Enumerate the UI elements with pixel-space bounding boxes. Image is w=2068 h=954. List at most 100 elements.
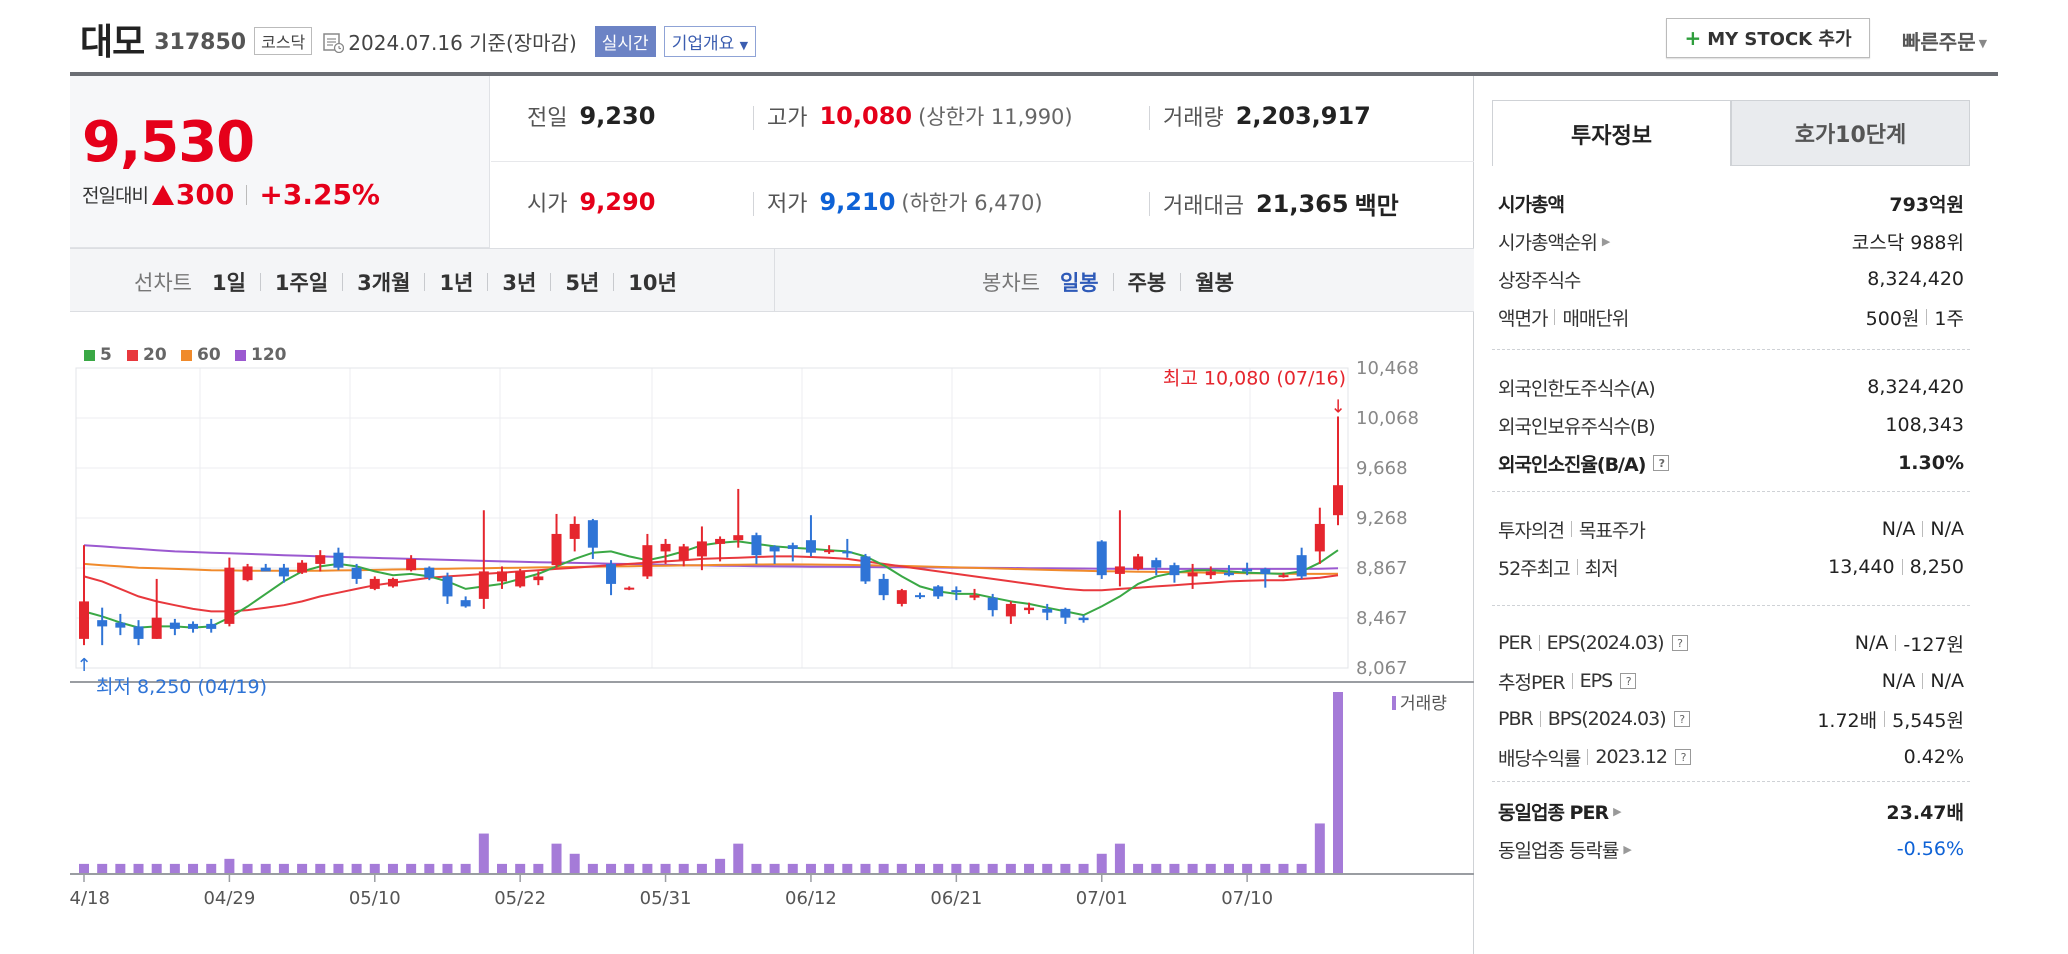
volume-bar <box>478 833 489 874</box>
info-row: 외국인한도주식수(A) 8,324,420 <box>1498 368 1964 406</box>
industry-per-link[interactable]: 동일업종 PER ▶ <box>1498 798 1622 825</box>
caret-right-icon: ▶ <box>1613 804 1622 818</box>
candle-body <box>569 523 580 539</box>
volume-bar <box>278 863 289 874</box>
y-tick-label: 10,068 <box>1356 408 1419 429</box>
volume-bar <box>387 863 398 874</box>
ma5-line <box>83 540 1339 629</box>
lower-limit: (하한가 6,470) <box>901 191 1043 215</box>
opinion-section: 투자의견 목표주가 N/A N/A 52주최고 최저 13,440 8,250 <box>1492 492 1970 606</box>
candle-body <box>442 576 453 597</box>
help-icon[interactable]: ? <box>1673 711 1690 727</box>
industry-change-value: -0.56% <box>1896 838 1964 860</box>
company-overview-button[interactable]: 기업개요 ▼ <box>663 25 757 57</box>
est-per-value: N/A <box>1881 670 1916 692</box>
y-tick-label: 8,467 <box>1356 608 1408 629</box>
volume-bar <box>969 863 980 874</box>
open-price: 시가 9,290 <box>527 186 655 218</box>
period-option-5[interactable]: 5년 <box>565 271 600 295</box>
realtime-button[interactable]: 실시간 <box>594 25 656 57</box>
valuation-section: PER EPS(2024.03)? N/A -127원 추정PER EPS? N/A N… <box>1492 606 1970 782</box>
candle-body <box>1005 603 1016 617</box>
candle-body <box>896 590 907 604</box>
period-option-2[interactable]: 3개월 <box>357 271 411 295</box>
candle-body <box>660 543 671 552</box>
divider <box>259 273 261 291</box>
volume-bar <box>696 863 707 874</box>
stock-header: 대모 317850 코스닥 2024.07.16 기준(장마감) 실시간 기업개… <box>80 14 757 64</box>
candle-option-0[interactable]: 일봉 <box>1059 271 1099 295</box>
volume-legend-label: 거래량 <box>1400 694 1447 714</box>
est-per-label: 추정PER <box>1498 671 1566 694</box>
candle-body <box>551 533 562 566</box>
volume-bar <box>224 858 235 874</box>
candle-body <box>133 626 144 639</box>
candle-body <box>987 597 998 611</box>
divider <box>1587 749 1589 765</box>
period-option-6[interactable]: 10년 <box>628 271 677 295</box>
candle-body <box>715 538 726 544</box>
legend-swatch-120 <box>235 350 246 361</box>
divider <box>1112 273 1114 291</box>
volume-bar <box>333 863 344 874</box>
period-option-3[interactable]: 1년 <box>439 271 474 295</box>
candle-body <box>351 567 362 579</box>
help-icon[interactable]: ? <box>1671 635 1688 651</box>
dividend-label: 배당수익률 <box>1498 747 1581 770</box>
divider <box>246 184 248 205</box>
info-row: 배당수익률 2023.12? 0.42% <box>1498 738 1964 776</box>
week52-high-value: 13,440 <box>1828 556 1895 578</box>
volume-bar <box>1114 843 1125 874</box>
est-eps-value: N/A <box>1930 670 1964 692</box>
market-cap-section: 시가총액 793억원 시가총액순위 ▶ 코스닥 988위 상장주식수 8,324,… <box>1492 180 1970 350</box>
candle-body <box>406 558 417 571</box>
volume-bar <box>896 863 907 874</box>
volume-bar <box>169 863 180 874</box>
volume-bar <box>1223 863 1234 874</box>
market-cap-rank-link[interactable]: 시가총액순위 ▶ <box>1498 228 1610 255</box>
period-option-0[interactable]: 1일 <box>211 271 246 295</box>
bps-value: 5,545원 <box>1892 709 1964 732</box>
chevron-down-icon: ▼ <box>739 38 749 52</box>
candle-body <box>1042 608 1053 613</box>
help-icon[interactable]: ? <box>1674 749 1691 765</box>
chevron-down-icon: ▼ <box>1978 37 1988 50</box>
period-option-1[interactable]: 1주일 <box>274 271 329 295</box>
candle-option-1[interactable]: 주봉 <box>1127 271 1167 295</box>
volume-bar <box>805 863 816 874</box>
divider <box>1901 559 1903 575</box>
info-row: 투자의견 목표주가 N/A N/A <box>1498 510 1964 548</box>
low-annotation: 최저 8,250 (04/19) <box>96 676 267 698</box>
candle-body <box>497 571 507 582</box>
foreign-ratio-value: 1.30% <box>1898 452 1964 474</box>
shares-label: 상장주식수 <box>1498 269 1581 292</box>
help-icon[interactable]: ? <box>1620 673 1637 689</box>
volume-bar <box>351 863 362 874</box>
candle-option-2[interactable]: 월봉 <box>1195 271 1234 295</box>
volume-bar <box>951 863 962 874</box>
volume-bar <box>133 863 144 874</box>
chart-period-bar: 선차트 1일 1주일 3개월 1년 3년 5년 10년 봉차트 일봉 주봉 월봉 <box>70 248 1474 312</box>
change-percent: +3.25% <box>259 178 380 211</box>
candle-body <box>787 545 798 549</box>
x-tick-label: 04/29 <box>203 888 255 909</box>
foreign-limit-value: 8,324,420 <box>1867 376 1964 398</box>
x-tick-label: 05/22 <box>494 888 546 909</box>
market-cap-value: 793억원 <box>1889 193 1964 216</box>
period-option-4[interactable]: 3년 <box>502 271 537 295</box>
candle-body <box>333 552 344 568</box>
volume-bar <box>188 863 199 874</box>
base-date: 2024.07.16 기준(장마감) <box>348 31 577 55</box>
help-icon[interactable]: ? <box>1653 455 1670 471</box>
tab-orderbook[interactable]: 호가10단계 <box>1731 100 1970 166</box>
volume-bar <box>878 863 889 874</box>
industry-change-link[interactable]: 동일업종 등락률 ▶ <box>1498 836 1632 863</box>
divider <box>1180 273 1182 291</box>
high-annotation: 최고 10,080 (07/16) <box>1163 367 1346 389</box>
price-change: 전일대비 300 +3.25% <box>82 178 380 211</box>
quick-order-button[interactable]: 빠른주문 ▼ <box>1902 26 1987 55</box>
tab-investment-info[interactable]: 투자정보 <box>1492 100 1731 166</box>
candle-body <box>1242 568 1253 572</box>
volume-bar <box>206 863 217 874</box>
add-my-stock-button[interactable]: + MY STOCK 추가 <box>1666 18 1870 58</box>
